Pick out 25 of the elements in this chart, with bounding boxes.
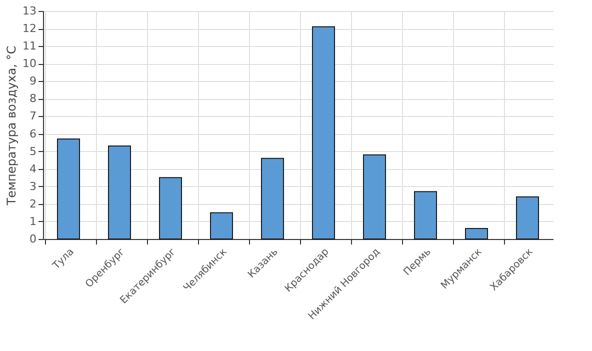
y-tick-label: 10 — [22, 57, 36, 70]
bar — [159, 177, 182, 240]
bar — [210, 212, 233, 240]
y-axis-title: Температура воздуха, °С — [4, 46, 19, 206]
y-tick-label: 4 — [30, 162, 36, 176]
y-tick-label: 13 — [22, 4, 36, 18]
bar — [57, 138, 80, 240]
bar — [516, 196, 539, 240]
y-tick-label: 11 — [22, 40, 36, 53]
y-tick-label: 7 — [30, 110, 36, 123]
y-tick-label: 6 — [30, 127, 36, 140]
y-tick-label: 0 — [30, 232, 36, 246]
y-tick-label: 1 — [30, 214, 36, 228]
y-tick-label: 2 — [30, 197, 36, 210]
bar — [465, 228, 488, 240]
bar — [363, 154, 386, 240]
y-tick-label: 3 — [30, 180, 36, 193]
y-tick-label: 5 — [30, 144, 36, 158]
y-tick-label: 12 — [22, 22, 36, 36]
y-tick-label: 8 — [30, 92, 36, 106]
bar — [108, 146, 131, 240]
bar — [312, 26, 335, 240]
bar — [261, 158, 284, 240]
y-tick-label: 9 — [30, 74, 36, 88]
bar — [414, 191, 437, 240]
